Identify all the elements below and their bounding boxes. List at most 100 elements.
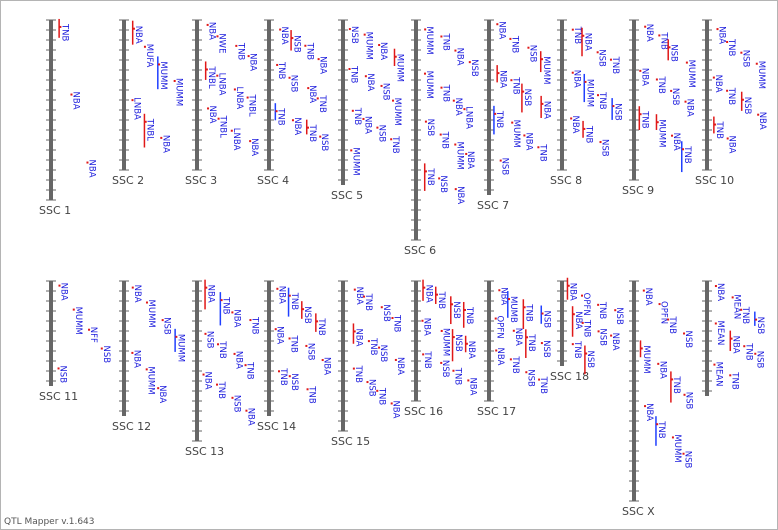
- qtl-marker[interactable]: TNB: [376, 387, 386, 406]
- qtl-marker[interactable]: NBA: [231, 309, 241, 328]
- qtl-marker[interactable]: TNB: [522, 299, 534, 329]
- qtl-marker[interactable]: TNB: [538, 376, 548, 395]
- qtl-marker[interactable]: TNB: [423, 163, 435, 191]
- qtl-marker[interactable]: NBA: [714, 283, 725, 301]
- qtl-marker[interactable]: MUMM: [424, 26, 434, 55]
- qtl-marker[interactable]: MUMM: [145, 300, 156, 328]
- qtl-marker[interactable]: MUMM: [393, 48, 405, 82]
- qtl-marker[interactable]: NBA: [157, 385, 167, 403]
- qtl-marker[interactable]: TNB: [655, 416, 666, 446]
- qtl-marker[interactable]: NBA: [390, 400, 401, 419]
- qtl-marker[interactable]: NBA: [454, 186, 465, 204]
- qtl-marker[interactable]: NSB: [288, 373, 299, 391]
- qtl-marker[interactable]: MUMM: [174, 328, 185, 362]
- qtl-marker[interactable]: TNB: [493, 105, 504, 135]
- qtl-marker[interactable]: LNBA: [230, 128, 241, 151]
- qtl-marker[interactable]: NBA: [729, 330, 741, 354]
- qtl-marker[interactable]: OPFN: [494, 316, 505, 339]
- qtl-marker[interactable]: NSB: [380, 304, 391, 322]
- qtl-marker[interactable]: NSB: [231, 395, 241, 413]
- qtl-marker[interactable]: LNBA: [233, 86, 244, 109]
- qtl-marker[interactable]: TNB: [58, 18, 69, 42]
- qtl-marker[interactable]: NSB: [683, 330, 693, 348]
- qtl-marker[interactable]: TNB: [597, 301, 607, 320]
- qtl-marker[interactable]: NSB: [57, 365, 68, 383]
- qtl-marker[interactable]: NBA: [394, 357, 405, 375]
- qtl-marker[interactable]: NBA: [233, 351, 244, 369]
- qtl-marker[interactable]: TNB: [509, 355, 520, 374]
- qtl-marker[interactable]: TNB: [306, 385, 317, 404]
- qtl-marker[interactable]: NBA: [498, 287, 508, 305]
- qtl-marker[interactable]: NBA: [364, 73, 375, 91]
- qtl-marker[interactable]: NBA: [571, 306, 583, 337]
- qtl-marker[interactable]: NBA: [206, 22, 217, 40]
- qtl-marker[interactable]: NSB: [451, 329, 463, 362]
- qtl-marker[interactable]: TNB: [726, 87, 736, 106]
- qtl-marker[interactable]: TNB: [537, 143, 547, 162]
- qtl-marker[interactable]: TNB: [638, 106, 650, 130]
- qtl-marker[interactable]: NSB: [596, 49, 607, 67]
- qtl-marker[interactable]: MUMM: [539, 51, 551, 84]
- qtl-marker[interactable]: TNB: [352, 365, 363, 384]
- qtl-marker[interactable]: MUMM: [454, 142, 464, 170]
- qtl-marker[interactable]: NBA: [274, 326, 285, 344]
- qtl-marker[interactable]: NSB: [754, 351, 764, 369]
- qtl-marker[interactable]: MUMM: [145, 366, 156, 395]
- qtl-marker[interactable]: TNB: [658, 31, 668, 50]
- qtl-marker[interactable]: NBA: [566, 277, 578, 301]
- qtl-marker[interactable]: TNB: [452, 367, 462, 386]
- qtl-marker[interactable]: TNB: [440, 33, 450, 52]
- qtl-marker[interactable]: NSB: [100, 346, 111, 364]
- qtl-marker[interactable]: TNB: [274, 103, 286, 126]
- qtl-marker[interactable]: NSB: [611, 98, 622, 121]
- qtl-marker[interactable]: NBA: [131, 20, 143, 45]
- qtl-marker[interactable]: NSB: [597, 328, 608, 346]
- qtl-marker[interactable]: NBA: [160, 135, 170, 153]
- qtl-marker[interactable]: NBA: [352, 323, 364, 347]
- qtl-marker[interactable]: NSB: [378, 345, 388, 363]
- qtl-marker[interactable]: NBA: [716, 26, 727, 44]
- qtl-marker[interactable]: NSB: [754, 311, 765, 335]
- qtl-marker[interactable]: NBA: [207, 105, 217, 124]
- qtl-marker[interactable]: NBA: [712, 75, 723, 93]
- qtl-marker[interactable]: TNB: [305, 119, 317, 143]
- qtl-marker[interactable]: NBA: [378, 42, 388, 60]
- qtl-marker[interactable]: TNB: [348, 65, 359, 84]
- qtl-marker[interactable]: TNB: [235, 42, 245, 61]
- qtl-marker[interactable]: NSB: [614, 307, 624, 325]
- qtl-marker[interactable]: OPFN: [658, 301, 669, 324]
- qtl-marker[interactable]: NSB: [204, 331, 214, 349]
- qtl-marker[interactable]: NSB: [305, 343, 315, 361]
- qtl-marker[interactable]: MUMM: [363, 32, 374, 60]
- qtl-marker[interactable]: MUMM: [639, 340, 651, 374]
- qtl-marker[interactable]: TNB: [288, 334, 299, 353]
- qtl-marker[interactable]: NSB: [440, 360, 450, 378]
- qtl-marker[interactable]: NBA: [642, 288, 653, 306]
- qtl-marker[interactable]: NBA: [86, 160, 96, 178]
- qtl-marker[interactable]: TNB: [363, 293, 373, 312]
- qtl-marker[interactable]: TNB: [434, 286, 446, 310]
- qtl-marker[interactable]: NSB: [740, 50, 750, 68]
- qtl-marker[interactable]: NBA: [202, 372, 213, 390]
- qtl-marker[interactable]: NSB: [380, 83, 391, 101]
- qtl-marker[interactable]: NSB: [599, 139, 610, 157]
- qtl-marker[interactable]: NSB: [468, 59, 479, 77]
- qtl-marker[interactable]: NSB: [290, 30, 301, 53]
- qtl-marker[interactable]: TNB: [219, 292, 231, 326]
- qtl-marker[interactable]: NWE: [216, 33, 226, 53]
- qtl-marker[interactable]: NBA: [247, 53, 258, 71]
- qtl-marker[interactable]: NSB: [667, 39, 678, 62]
- qtl-marker[interactable]: NBA: [245, 408, 255, 426]
- qtl-marker[interactable]: NBA: [362, 116, 372, 134]
- qtl-marker[interactable]: NBA: [610, 333, 620, 351]
- qtl-marker[interactable]: NSB: [525, 369, 535, 387]
- qtl-marker[interactable]: NSB: [499, 158, 510, 176]
- qtl-marker[interactable]: MUMM: [511, 120, 521, 148]
- qtl-marker[interactable]: MUMM: [392, 98, 402, 126]
- qtl-marker[interactable]: NBA: [512, 328, 523, 346]
- qtl-marker[interactable]: TNB: [743, 342, 753, 361]
- qtl-marker[interactable]: LNBA: [216, 73, 226, 96]
- qtl-marker[interactable]: MUMM: [423, 71, 434, 99]
- qtl-marker[interactable]: LNBA: [131, 97, 142, 120]
- qtl-marker[interactable]: TNB: [655, 75, 666, 94]
